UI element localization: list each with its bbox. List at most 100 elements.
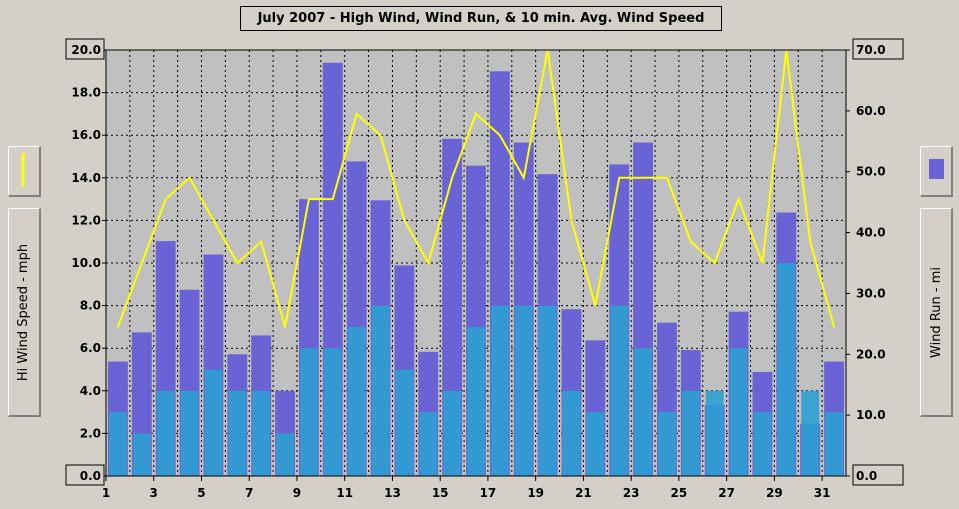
avg-speed-bar [252, 390, 271, 476]
right-tick-label: 40.0 [856, 226, 886, 240]
hi-wind-point [666, 177, 668, 179]
avg-speed-bar [729, 348, 748, 476]
x-tick-label: 21 [575, 486, 592, 500]
hi-wind-point [403, 219, 406, 222]
x-tick-label: 13 [384, 486, 401, 500]
x-tick-label: 7 [245, 486, 253, 500]
avg-speed-bar [276, 433, 294, 476]
hi-wind-point [141, 262, 143, 264]
avg-speed-bar [347, 326, 366, 476]
wind-run-bar-swatch [929, 159, 944, 179]
hi-wind-point [331, 198, 334, 200]
left-tick-label: 18.0 [71, 86, 101, 100]
avg-speed-bar [634, 348, 653, 476]
avg-speed-bar [562, 390, 581, 476]
avg-speed-bar [132, 433, 151, 476]
avg-speed-bar [395, 369, 414, 476]
hi-wind-point [737, 198, 740, 200]
hi-wind-point [594, 304, 597, 307]
x-tick-label: 9 [293, 486, 301, 500]
left-tick-label: 0.0 [80, 469, 101, 483]
hi-wind-point [188, 177, 191, 179]
avg-speed-bar [586, 412, 605, 476]
hi-wind-point [642, 177, 644, 179]
left-tick-label: 4.0 [80, 384, 101, 398]
x-tick-label: 27 [718, 486, 735, 500]
avg-speed-bar [299, 348, 318, 476]
hi-wind-point [451, 177, 453, 179]
hi-wind-axis-label-box: Hi Wind Speed - mph [8, 208, 41, 417]
hi-wind-point [117, 326, 119, 328]
hi-wind-point [379, 134, 382, 136]
hi-wind-point [713, 262, 716, 264]
x-tick-label: 17 [480, 486, 497, 500]
avg-speed-bar [371, 305, 390, 476]
hi-wind-point [499, 134, 501, 136]
right-tick-box [852, 38, 904, 60]
right-tick-label: 0.0 [856, 469, 877, 483]
hi-wind-point [427, 262, 430, 264]
avg-speed-bar [658, 412, 676, 476]
left-tick-label: 14.0 [71, 171, 101, 185]
hi-wind-point [308, 198, 310, 200]
x-tick-label: 11 [336, 486, 353, 500]
avg-speed-bar [443, 390, 462, 476]
avg-speed-bar [156, 390, 175, 476]
avg-speed-bar [228, 390, 247, 476]
left-tick-label: 12.0 [71, 213, 101, 227]
hi-wind-point [475, 113, 477, 115]
hi-wind-point [284, 326, 286, 328]
right-tick-box [852, 464, 904, 486]
left-tick-label: 2.0 [80, 426, 101, 440]
right-tick-label: 20.0 [856, 347, 886, 361]
x-tick-label: 23 [623, 486, 640, 500]
right-tick-label: 30.0 [856, 286, 886, 300]
x-tick-label: 19 [527, 486, 544, 500]
avg-speed-bar [801, 390, 820, 476]
avg-speed-bar [753, 412, 772, 476]
avg-speed-bar [777, 263, 796, 476]
x-tick-label: 5 [197, 486, 205, 500]
avg-speed-bar [467, 326, 485, 476]
hi-wind-point [260, 240, 262, 243]
right-tick-label: 50.0 [856, 165, 886, 179]
hi-wind-point [618, 177, 621, 179]
left-tick-label: 8.0 [80, 299, 101, 313]
left-tick-label: 6.0 [80, 341, 101, 355]
hi-wind-point [164, 198, 167, 200]
avg-speed-bar [109, 412, 127, 476]
avg-speed-bar [204, 369, 223, 476]
hi-wind-legend-swatch [8, 146, 41, 197]
x-tick-label: 15 [432, 486, 449, 500]
hi-wind-point [355, 113, 358, 115]
left-tick-box [65, 464, 105, 486]
hi-wind-point [522, 177, 525, 179]
left-tick-box [65, 38, 105, 60]
x-tick-label: 3 [150, 486, 158, 500]
avg-speed-bar [419, 412, 438, 476]
hi-wind-point [570, 219, 573, 222]
avg-speed-bar [180, 390, 199, 476]
right-tick-label: 60.0 [856, 104, 886, 118]
right-tick-label: 70.0 [856, 43, 886, 57]
hi-wind-point [761, 262, 764, 264]
left-tick-label: 16.0 [71, 128, 101, 142]
wind-run-axis-label-box: Wind Run - mi [920, 208, 953, 417]
left-tick-label: 10.0 [71, 256, 101, 270]
avg-speed-bar [490, 305, 509, 476]
hi-wind-point [809, 240, 811, 243]
right-tick-label: 10.0 [856, 408, 886, 422]
chart-title: July 2007 - High Wind, Wind Run, & 10 mi… [240, 6, 722, 31]
wind-run-legend-swatch [920, 146, 953, 197]
avg-speed-bar [825, 412, 843, 476]
avg-speed-bar [610, 305, 629, 476]
hi-wind-point [212, 219, 215, 222]
avg-speed-bar [681, 390, 700, 476]
x-tick-label: 31 [814, 486, 831, 500]
x-tick-label: 29 [766, 486, 783, 500]
hi-wind-point [236, 262, 239, 264]
hi-wind-point [833, 326, 835, 328]
x-tick-label: 1 [102, 486, 110, 500]
avg-speed-bar [323, 348, 342, 476]
